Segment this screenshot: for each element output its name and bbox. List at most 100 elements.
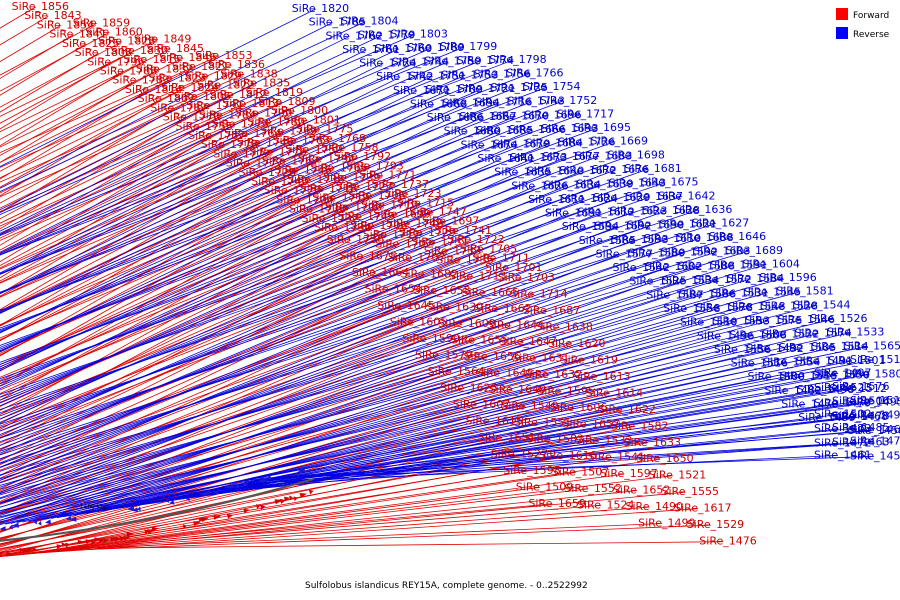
reverse-gene-label: SiRe_1692 [594,219,651,232]
reverse-leader-line [45,335,754,520]
forward-leader-line [38,488,589,553]
reverse-gene-label: SiRe_1674 [461,138,518,151]
reverse-gene-glyph [200,490,208,496]
reverse-gene-label: SiRe_1621 [659,218,716,231]
reverse-leader-line [0,237,701,468]
reverse-gene-label: SiRe_1473 [814,422,871,435]
reverse-gene-label: SiRe_1667 [459,110,516,123]
forward-leader-line [0,129,321,270]
forward-leader-line [0,234,387,424]
reverse-gene-label: SiRe_1694 [442,97,499,110]
forward-gene-label: SiRe_1583 [527,433,584,446]
forward-leader-line [0,112,259,239]
reverse-gene-label: SiRe_1752 [540,94,597,107]
forward-gene-label: SiRe_1815 [123,53,180,66]
forward-leader-line [0,142,261,282]
reverse-leader-line [0,293,736,512]
reverse-leader-line [0,61,449,256]
forward-leader-line [0,147,346,298]
forward-leader-line [73,503,553,548]
reverse-leader-line [0,49,367,232]
reverse-leader-line [0,319,802,521]
reverse-gene-label: SiRe_1525 [629,275,686,288]
reverse-gene-label: SiRe_1584 [727,272,784,285]
forward-gene-label: SiRe_1819 [246,86,303,99]
forward-leader-line [23,490,637,555]
forward-gene-label: SiRe_1835 [233,77,290,90]
reverse-leader-line [0,277,784,496]
reverse-gene-label: SiRe_1574 [794,327,851,340]
forward-gene-label: SiRe_1579 [415,348,472,361]
forward-gene-label: SiRe_1699 [373,208,430,221]
legend-forward-swatch [836,8,848,20]
forward-gene-glyph [147,529,156,535]
reverse-gene-label: SiRe_1553 [713,315,770,328]
forward-leader-line [0,190,288,357]
forward-gene-glyph [0,550,4,556]
forward-gene-label: SiRe_1704 [276,194,333,207]
reverse-leader-line [227,442,857,486]
forward-gene-label: SiRe_1758 [321,141,378,154]
reverse-gene-label: SiRe_1587 [646,288,703,301]
forward-gene-label: SiRe_1853 [195,49,252,62]
reverse-gene-label: SiRe_1452 [850,449,900,462]
genome-backbone-arc [0,477,314,542]
reverse-gene-label: SiRe_1672 [559,164,616,177]
reverse-leader-line [0,59,514,256]
forward-gene-label: SiRe_1617 [674,502,731,515]
forward-gene-label: SiRe_1808 [75,46,132,59]
forward-gene-label: SiRe_1768 [309,132,366,145]
forward-gene-glyph [226,513,234,519]
forward-gene-label: SiRe_1791 [186,99,243,112]
reverse-gene-glyph [169,499,175,505]
reverse-leader-line [0,236,733,464]
reverse-gene-label: SiRe_1724 [359,57,416,70]
forward-gene-label: SiRe_1582 [611,419,668,432]
label-leader-lines [0,6,875,558]
reverse-gene-label: SiRe_1698 [607,148,664,161]
reverse-gene-label: SiRe_1511 [850,353,900,366]
forward-gene-label: SiRe_1662 [474,302,531,315]
forward-gene-label: SiRe_1613 [573,370,630,383]
forward-gene-label: SiRe_1649 [489,383,546,396]
reverse-gene-label: SiRe_1558 [663,302,720,315]
forward-gene-glyph [308,489,314,495]
forward-gene-label: SiRe_1800 [271,104,328,117]
reverse-leader-line [0,48,399,234]
forward-gene-label: SiRe_1715 [397,196,454,209]
forward-leader-line [0,94,234,209]
forward-gene-label: SiRe_1507 [552,466,609,479]
reverse-gene-label: SiRe_1591 [710,258,767,271]
forward-leader-line [3,473,625,557]
forward-gene-glyph [288,495,293,501]
forward-gene-label: SiRe_1772 [213,147,270,160]
forward-gene-label: SiRe_1630 [426,301,483,314]
forward-gene-label: SiRe_1607 [453,398,510,411]
reverse-leader-line [0,46,464,236]
reverse-gene-label: SiRe_1670 [492,109,549,122]
forward-gene-label: SiRe_1609 [438,317,495,330]
forward-gene-label: SiRe_1745 [237,136,294,149]
reverse-leader-line [0,73,531,275]
reverse-gene-label: SiRe_1683 [575,149,632,162]
reverse-gene-label: SiRe_1743 [507,95,564,108]
forward-gene-glyph [103,538,109,544]
forward-gene-label: SiRe_1773 [211,118,268,131]
legend-forward-label: Forward [853,11,889,21]
reverse-gene-glyph [186,496,190,502]
reverse-gene-label: SiRe_1578 [696,301,753,314]
forward-leader-line [0,48,171,133]
forward-gene-glyph [77,539,83,545]
reverse-gene-label: SiRe_1589 [628,247,685,260]
forward-gene-label: SiRe_1737 [372,178,429,191]
forward-gene-label: SiRe_1631 [512,352,569,365]
reverse-gene-label: SiRe_1593 [611,233,668,246]
reverse-gene-label: SiRe_1512 [829,382,886,395]
forward-leader-line [0,39,159,117]
reverse-gene-glyph [66,515,72,521]
reverse-leader-line [0,267,637,504]
forward-gene-label: SiRe_1590 [402,332,459,345]
reverse-gene-label: SiRe_1505 [779,341,836,354]
forward-gene-label: SiRe_1732 [302,212,359,225]
forward-gene-label: SiRe_1728 [239,166,296,179]
